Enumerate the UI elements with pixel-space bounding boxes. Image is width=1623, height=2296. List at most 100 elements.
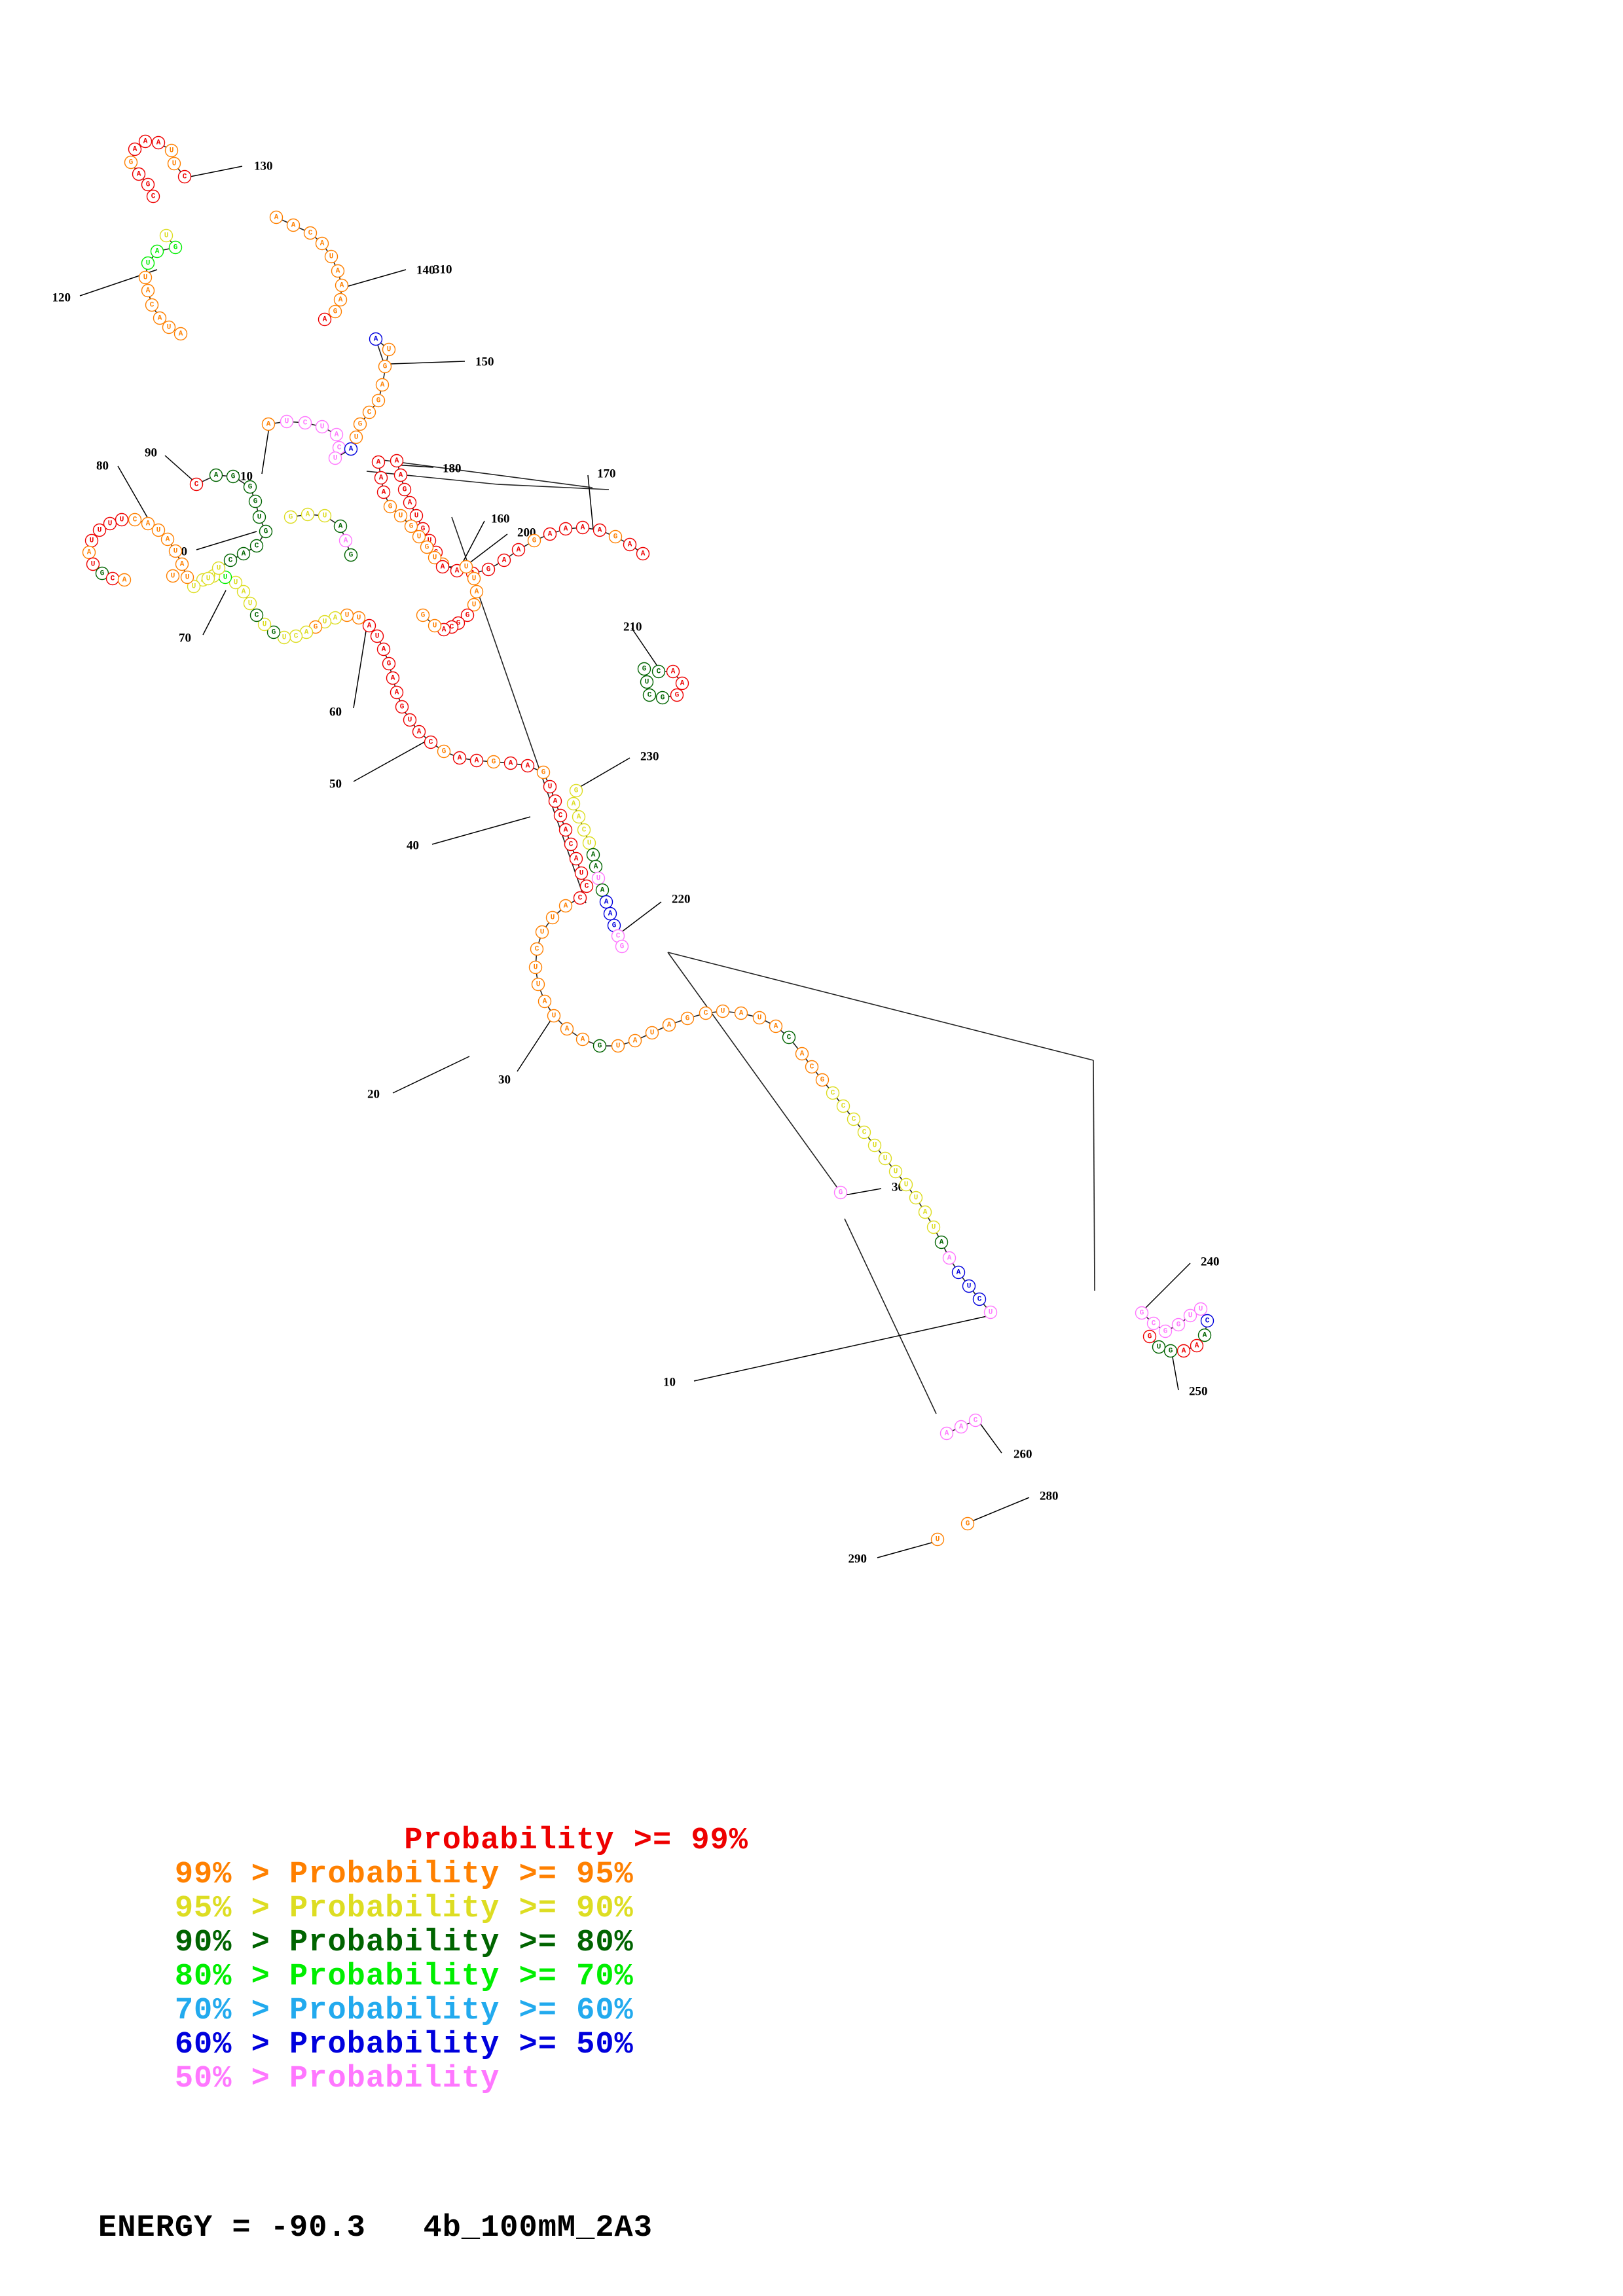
svg-text:A: A bbox=[1203, 1332, 1207, 1340]
nucleotide: A bbox=[390, 685, 404, 700]
nucleotide: C bbox=[847, 1112, 861, 1126]
svg-text:G: G bbox=[1169, 1348, 1173, 1355]
svg-text:A: A bbox=[564, 903, 568, 910]
nucleotide: A bbox=[939, 1426, 954, 1441]
nucleotide: G bbox=[1171, 1318, 1186, 1332]
svg-text:U: U bbox=[164, 232, 169, 240]
nucleotide: A bbox=[934, 1235, 949, 1249]
svg-text:A: A bbox=[565, 1026, 570, 1033]
svg-text:A: A bbox=[156, 139, 161, 147]
nucleotide: A bbox=[548, 794, 562, 808]
svg-text:A: A bbox=[633, 1037, 638, 1045]
nucleotide: A bbox=[951, 1265, 966, 1280]
svg-text:G: G bbox=[612, 922, 617, 930]
svg-text:A: A bbox=[604, 899, 609, 906]
svg-text:C: C bbox=[294, 633, 299, 641]
svg-text:50: 50 bbox=[329, 778, 342, 791]
svg-text:U: U bbox=[399, 512, 403, 520]
svg-text:A: A bbox=[374, 336, 378, 344]
nucleotide: G bbox=[378, 359, 392, 374]
legend-text-70: 80% > Probability >= 70% bbox=[174, 1960, 634, 1994]
svg-text:U: U bbox=[408, 717, 412, 725]
nucleotide: G bbox=[416, 608, 430, 622]
nucleotide: C bbox=[642, 688, 657, 702]
nucleotide: A bbox=[286, 218, 301, 232]
svg-text:A: A bbox=[667, 1022, 672, 1030]
nucleotide: A bbox=[151, 135, 166, 150]
nucleotide: A bbox=[117, 573, 132, 587]
svg-text:A: A bbox=[923, 1209, 928, 1217]
svg-text:A: A bbox=[143, 138, 148, 146]
nucleotide: A bbox=[538, 994, 552, 1009]
nucleotide: G bbox=[481, 562, 496, 577]
nucleotide: U bbox=[528, 960, 543, 975]
svg-text:C: C bbox=[255, 543, 259, 550]
nucleotide: A bbox=[469, 584, 484, 599]
svg-text:C: C bbox=[450, 624, 454, 632]
nucleotide: U bbox=[930, 1532, 945, 1547]
svg-text:U: U bbox=[167, 324, 172, 332]
svg-text:U: U bbox=[472, 601, 477, 609]
nucleotide: G bbox=[615, 939, 629, 954]
svg-text:A: A bbox=[1182, 1348, 1186, 1355]
nucleotide: A bbox=[362, 619, 376, 633]
svg-text:G: G bbox=[442, 748, 447, 756]
svg-text:A: A bbox=[800, 1050, 805, 1058]
nucleotide: A bbox=[261, 417, 276, 431]
svg-text:G: G bbox=[272, 629, 276, 637]
svg-text:A: A bbox=[180, 561, 185, 569]
svg-text:G: G bbox=[1163, 1328, 1168, 1336]
svg-text:U: U bbox=[146, 260, 151, 268]
svg-text:G: G bbox=[403, 486, 407, 494]
nucleotide: U bbox=[909, 1191, 923, 1205]
svg-text:C: C bbox=[787, 1034, 792, 1042]
svg-text:30: 30 bbox=[498, 1073, 511, 1087]
nucleotide: U bbox=[412, 529, 426, 544]
nucleotide: G bbox=[670, 688, 684, 702]
svg-text:U: U bbox=[156, 527, 161, 535]
svg-text:G: G bbox=[383, 363, 388, 371]
svg-text:250: 250 bbox=[1189, 1385, 1208, 1399]
svg-text:A: A bbox=[323, 316, 327, 324]
probability-legend: Probability >= 99% 99% > Probability >= … bbox=[0, 1790, 1623, 2096]
nucleotide: A bbox=[269, 210, 283, 224]
nucleotide: U bbox=[545, 910, 560, 925]
svg-text:A: A bbox=[945, 1430, 949, 1438]
svg-text:U: U bbox=[1199, 1306, 1203, 1314]
nucleotide: A bbox=[543, 527, 557, 541]
nucleotide: U bbox=[324, 249, 338, 264]
svg-text:C: C bbox=[657, 668, 661, 676]
nucleotide: G bbox=[344, 548, 358, 562]
svg-text:U: U bbox=[120, 516, 124, 524]
svg-text:U: U bbox=[936, 1536, 940, 1544]
legend-text-50: 60% > Probability >= 50% bbox=[174, 2028, 634, 2062]
nucleotide: U bbox=[459, 560, 473, 574]
svg-text:A: A bbox=[600, 887, 605, 895]
svg-text:A: A bbox=[335, 431, 339, 439]
svg-text:U: U bbox=[873, 1142, 877, 1150]
nucleotide: C bbox=[857, 1125, 871, 1139]
nucleotide: G bbox=[248, 494, 263, 509]
svg-text:A: A bbox=[391, 675, 395, 683]
svg-text:80: 80 bbox=[96, 459, 109, 473]
svg-text:G: G bbox=[421, 612, 426, 620]
nucleotide: C bbox=[564, 837, 578, 852]
nucleotide: A bbox=[558, 823, 573, 837]
svg-text:A: A bbox=[417, 728, 422, 736]
legend-row-90: 95% > Probability >= 90% bbox=[0, 1858, 1623, 1926]
nucleotide: A bbox=[412, 725, 426, 739]
svg-text:G: G bbox=[314, 624, 318, 632]
svg-text:A: A bbox=[526, 762, 530, 770]
nucleotide: A bbox=[338, 533, 353, 548]
nucleotide: A bbox=[236, 547, 251, 561]
nucleotide: U bbox=[315, 420, 329, 434]
nucleotide: A bbox=[386, 671, 400, 685]
nucleotide: U bbox=[543, 780, 557, 794]
svg-text:G: G bbox=[613, 533, 618, 541]
svg-text:240: 240 bbox=[1201, 1255, 1220, 1269]
nucleotide: C bbox=[836, 1099, 850, 1113]
svg-text:U: U bbox=[552, 1013, 556, 1020]
nucleotide: C bbox=[972, 1292, 987, 1306]
svg-text:A: A bbox=[441, 564, 445, 571]
nucleotide: A bbox=[301, 507, 315, 522]
